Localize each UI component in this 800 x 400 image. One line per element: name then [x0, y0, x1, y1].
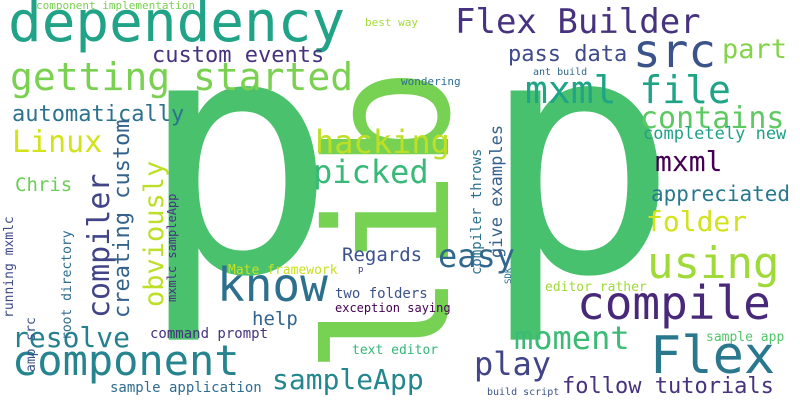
word-appreciated: appreciated: [651, 182, 791, 206]
word-help: help: [252, 308, 298, 330]
word-play: play: [474, 345, 552, 383]
word-sample-app: sample app: [706, 330, 785, 345]
word-getting-started: getting started: [10, 55, 354, 99]
word-mxml-file: mxml file: [525, 68, 731, 112]
word-know: know: [217, 258, 328, 312]
word-compile: compile: [577, 276, 771, 330]
word-moment: moment: [514, 319, 630, 357]
word-sampleapp: sampleApp: [272, 363, 424, 396]
word-obviously: obviously: [139, 160, 170, 307]
word-folder: folder: [646, 205, 748, 238]
word-command-prompt: command prompt: [150, 326, 269, 342]
word-using: using: [647, 238, 780, 289]
word-easy: easy: [438, 237, 516, 275]
word-dependency: dependency: [8, 0, 346, 55]
word-contains: contains: [640, 101, 785, 136]
word-regards: Regards: [342, 244, 423, 266]
word-sample-application: sample application: [110, 380, 262, 396]
word-part: part: [722, 34, 788, 65]
word-running-mxmlc: running mxmlc: [2, 216, 17, 318]
word-amp-src: amp src: [24, 317, 39, 372]
word-best-way: best way: [365, 16, 418, 29]
word-flex-builder: Flex Builder: [455, 2, 701, 42]
word-completely-new: completely new: [643, 124, 787, 144]
word-creating-custom: creating custom: [110, 119, 135, 318]
word-chris: Chris: [15, 174, 73, 196]
word-give-examples: give examples: [487, 124, 507, 258]
word-wondering: wondering: [401, 75, 461, 88]
word-flex: Flex: [650, 326, 776, 386]
word-mxmlc-sampleapp: mxmlc sampleApp: [165, 193, 179, 302]
word-lib: lib: [291, 67, 489, 375]
word-exception-saying: exception saying: [335, 301, 451, 315]
word-p-right: p: [480, 0, 679, 349]
word-p-left: p: [138, 0, 337, 349]
word-ant-build: ant build: [533, 67, 588, 78]
word-follow-tutorials: follow tutorials: [562, 374, 774, 399]
word-two-folders: two folders: [335, 286, 428, 302]
word-mxml: mxml: [655, 145, 723, 178]
word-mate-framework: Mate framework: [228, 263, 338, 278]
word-hacking: hacking: [315, 123, 450, 161]
word-automatically: automatically: [12, 102, 185, 127]
word-p-small: p: [358, 265, 364, 275]
word-component-implementation: component implementation: [36, 0, 195, 12]
word-sdk: SDK: [504, 267, 514, 284]
word-text-editor: text editor: [352, 343, 439, 358]
word-editor-rather: editor rather: [545, 280, 647, 295]
word-linux: Linux: [12, 125, 103, 160]
word-picked: picked: [313, 153, 429, 191]
word-custom-events: custom events: [152, 43, 325, 68]
word-root-directory: root directory: [60, 230, 75, 340]
word-compiler-throws: compiler throws: [469, 148, 485, 275]
word-pass-data: pass data: [508, 42, 628, 67]
word-resolve: resolve: [12, 321, 131, 354]
word-build-script: build script: [487, 387, 560, 398]
word-src: src: [633, 24, 717, 78]
word-component: component: [12, 336, 240, 385]
